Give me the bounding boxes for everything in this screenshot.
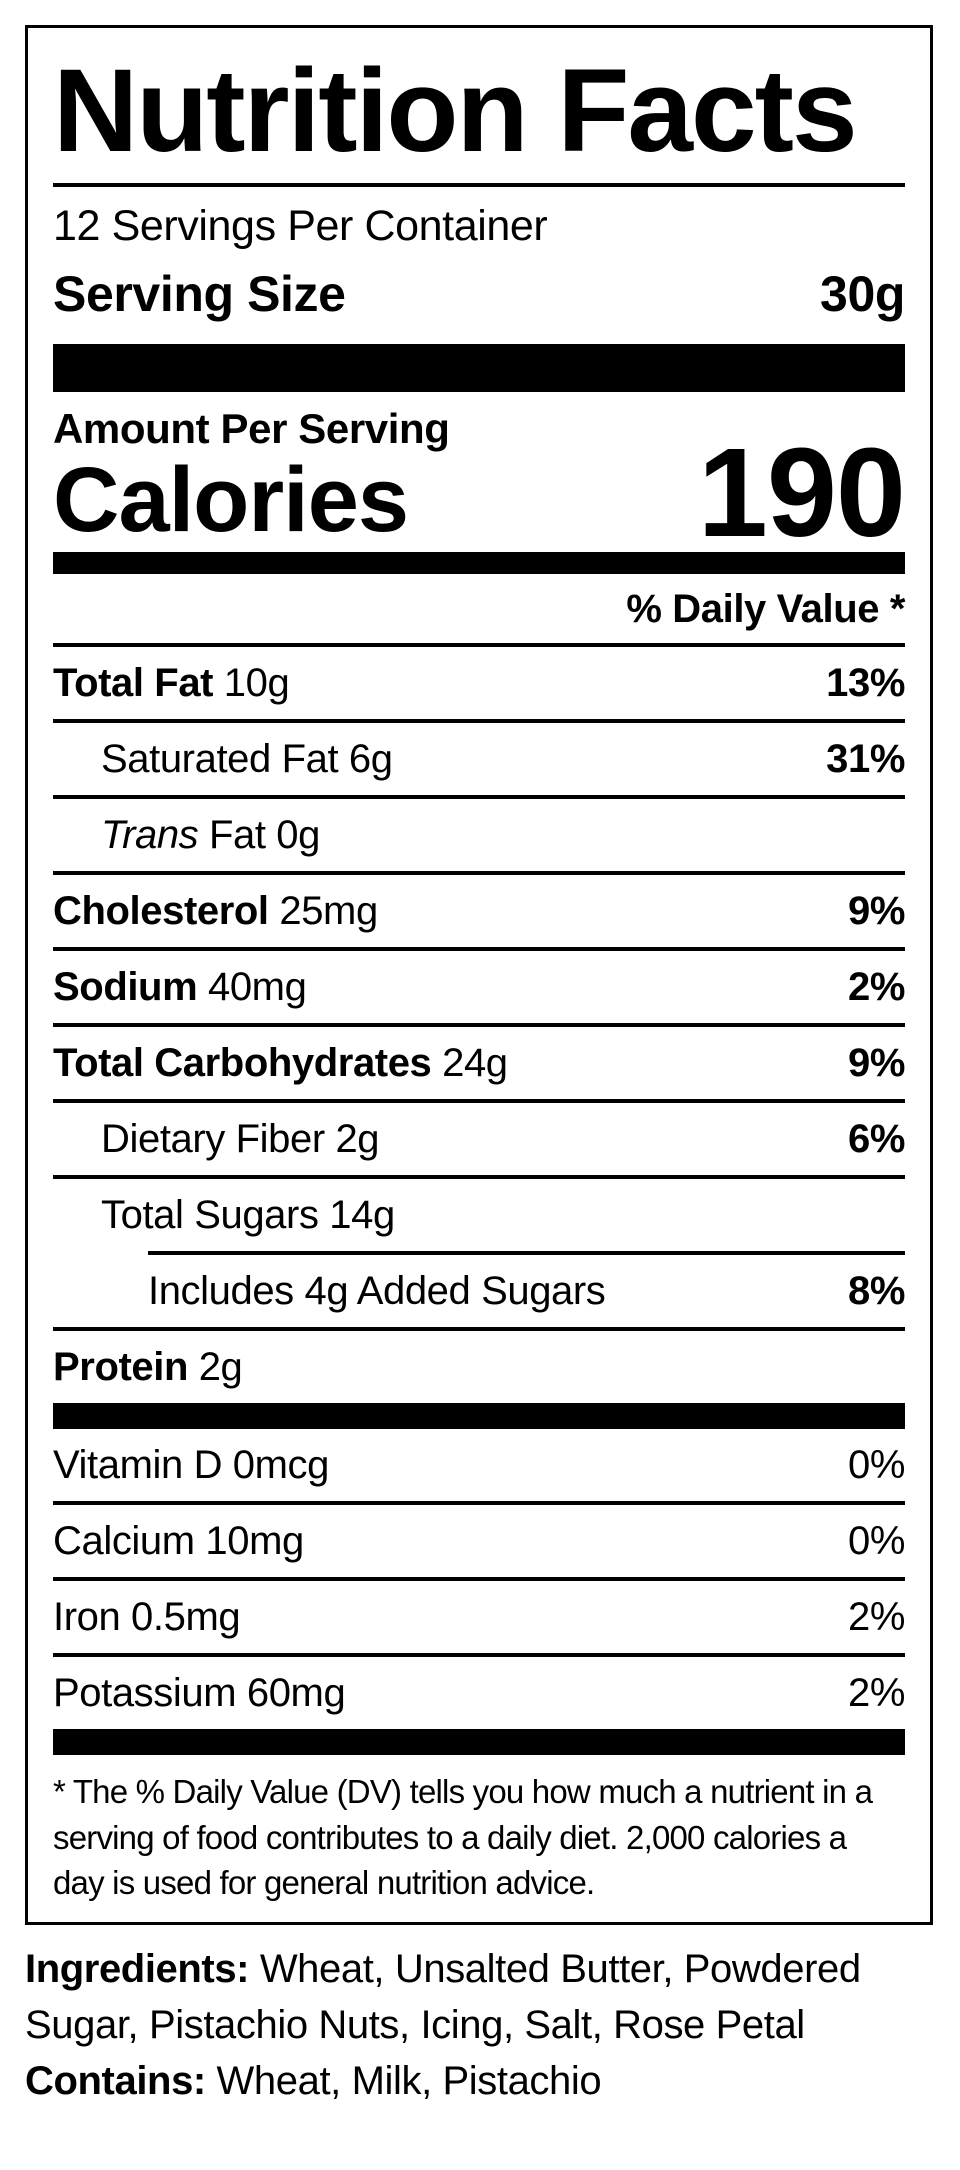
servings-per-container: 12 Servings Per Container xyxy=(53,202,548,250)
calories-label: Calories xyxy=(53,448,409,551)
separator-bar-calories xyxy=(53,552,905,575)
nutrient-name: Total Carbohydrates xyxy=(53,1041,432,1086)
nutrient-rows: Total Fat 10g 13% Saturated Fat 6g 31% Trans… xyxy=(53,647,905,1403)
nutrient-percent: 13% xyxy=(826,661,905,706)
nutrient-row: Trans Fat 0g xyxy=(53,795,905,871)
nutrient-text: Total Carbohydrates 24g xyxy=(53,1043,508,1083)
ingredients-text: Wheat, Unsalted Butter, Powdered Sugar, … xyxy=(25,1947,861,2047)
nutrient-name: Protein xyxy=(53,1345,188,1390)
nutrient-name: Total Sugars xyxy=(101,1193,319,1238)
vitamin-percent: 0% xyxy=(847,1519,905,1564)
nutrient-row: Total Carbohydrates 24g 9% xyxy=(53,1023,905,1099)
calories-value: 190 xyxy=(697,422,906,564)
nutrition-facts-label: Nutrition Facts 12 Servings Per Containe… xyxy=(25,25,933,1925)
separator-bar-vitamins xyxy=(53,1729,905,1756)
calories-section: Amount Per Serving Calories 190 xyxy=(53,392,906,564)
vitamin-row: Iron 0.5mg 2% xyxy=(53,1577,905,1653)
nutrient-amount: 25mg xyxy=(268,889,378,934)
nutrient-row: Total Sugars 14g xyxy=(53,1175,905,1251)
daily-value-header: % Daily Value * xyxy=(53,574,905,648)
serving-size-value: 30g xyxy=(820,265,905,322)
nutrient-text: Total Sugars 14g xyxy=(101,1195,395,1235)
vitamin-row: Calcium 10mg 0% xyxy=(53,1501,905,1577)
vitamin-text: Vitamin D 0mcg xyxy=(53,1443,329,1488)
nutrient-percent: 31% xyxy=(826,737,905,782)
nutrient-name: Total Fat xyxy=(53,661,214,706)
nutrient-amount: 10g xyxy=(213,661,290,706)
nutrient-row: Cholesterol 25mg 9% xyxy=(53,871,905,947)
vitamin-percent: 0% xyxy=(847,1443,905,1488)
nutrient-name: Sodium xyxy=(53,965,198,1010)
nutrient-row: Total Fat 10g 13% xyxy=(53,647,905,719)
serving-size-row: Serving Size 30g xyxy=(53,265,905,322)
vitamin-row: Vitamin D 0mcg 0% xyxy=(53,1429,905,1501)
nutrient-percent: 9% xyxy=(847,889,905,934)
nutrient-row: Saturated Fat 6g 31% xyxy=(53,719,905,795)
vitamin-text: Iron 0.5mg xyxy=(53,1595,241,1640)
serving-size-label: Serving Size xyxy=(53,265,346,322)
separator-bar-thick-top xyxy=(53,343,905,392)
nutrient-amount: 40mg xyxy=(197,965,307,1010)
vitamin-row: Potassium 60mg 2% xyxy=(53,1653,905,1729)
nutrient-text: Dietary Fiber 2g xyxy=(101,1117,380,1162)
nutrient-amount: Includes 4g Added Sugars xyxy=(148,1269,606,1314)
nutrient-percent: 9% xyxy=(847,1041,905,1086)
nutrient-name: Trans xyxy=(101,813,199,858)
calories-left-column: Amount Per Serving Calories xyxy=(53,404,450,551)
contains-label: Contains: xyxy=(25,2059,206,2103)
nutrient-row: Protein 2g xyxy=(53,1327,905,1403)
nutrient-name: Dietary Fiber xyxy=(101,1117,325,1162)
vitamin-text: Calcium 10mg xyxy=(53,1519,304,1564)
nutrient-percent: 2% xyxy=(847,965,905,1010)
nutrient-amount: 2g xyxy=(324,1117,380,1162)
vitamin-percent: 2% xyxy=(847,1671,905,1716)
title-divider xyxy=(53,183,905,187)
nutrient-text: Saturated Fat 6g xyxy=(101,739,393,779)
vitamin-text: Potassium 60mg xyxy=(53,1671,346,1716)
nutrient-percent: 8% xyxy=(847,1269,905,1314)
nutrient-amount: 24g xyxy=(431,1041,508,1086)
nutrient-text: Includes 4g Added Sugars xyxy=(148,1269,606,1314)
nutrient-text: Total Fat 10g xyxy=(53,661,290,706)
amount-per-serving-label: Amount Per Serving xyxy=(53,404,450,452)
contains-line: Contains: Wheat, Milk, Pistachio xyxy=(25,2053,933,2109)
nutrient-row: Sodium 40mg 2% xyxy=(53,947,905,1023)
vitamin-rows: Vitamin D 0mcg 0% Calcium 10mg 0% Iron 0.5mg… xyxy=(53,1429,905,1729)
nutrient-amount: 14g xyxy=(318,1193,395,1238)
nutrient-text: Cholesterol 25mg xyxy=(53,891,378,931)
nutrient-row: Dietary Fiber 2g 6% xyxy=(53,1099,905,1175)
nutrient-amount: Fat 0g xyxy=(198,813,320,858)
label-title: Nutrition Facts xyxy=(53,45,858,177)
nutrient-amount: 2g xyxy=(188,1345,243,1390)
contains-text: Wheat, Milk, Pistachio xyxy=(205,2059,602,2103)
vitamin-percent: 2% xyxy=(847,1595,905,1640)
nutrient-text: Sodium 40mg xyxy=(53,965,307,1010)
nutrient-name: Saturated Fat xyxy=(101,737,339,782)
ingredients-line: Ingredients: Wheat, Unsalted Butter, Pow… xyxy=(25,1941,933,2053)
nutrient-amount: 6g xyxy=(338,737,393,782)
ingredients-section: Ingredients: Wheat, Unsalted Butter, Pow… xyxy=(25,1941,933,2109)
nutrient-percent: 6% xyxy=(847,1117,905,1162)
nutrient-row: Includes 4g Added Sugars 8% xyxy=(148,1251,905,1327)
separator-bar-protein xyxy=(53,1403,905,1430)
nutrient-text: Trans Fat 0g xyxy=(101,815,320,855)
nutrient-name: Cholesterol xyxy=(53,889,269,934)
daily-value-footnote: * The % Daily Value (DV) tells you how m… xyxy=(53,1773,873,1902)
nutrient-text: Protein 2g xyxy=(53,1345,243,1390)
ingredients-label: Ingredients: xyxy=(25,1947,250,1991)
